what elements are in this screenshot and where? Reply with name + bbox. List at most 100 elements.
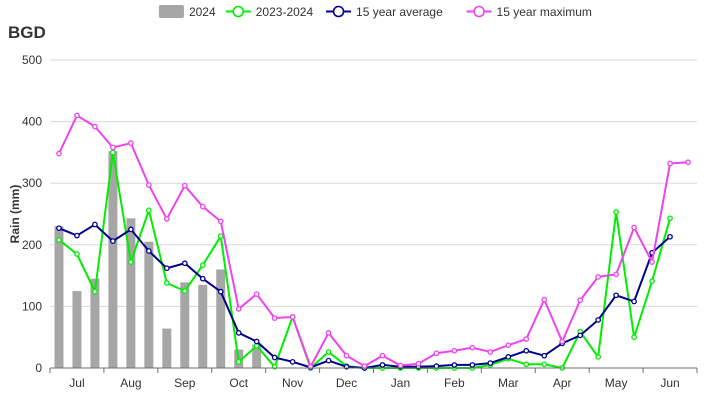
point-15-year-maximum-26	[523, 336, 530, 342]
y-axis-label: Rain (mm)	[8, 185, 22, 244]
legend-label-15-year-average: 15 year average	[356, 5, 443, 19]
bar-2024-0	[54, 226, 64, 368]
point-2023-2024-5	[145, 207, 152, 214]
point-15-year-average-30	[595, 317, 602, 323]
point-15-year-maximum-0	[56, 150, 62, 157]
point-15-year-average-13	[289, 358, 296, 365]
line-15-year-maximum	[58, 114, 689, 370]
point-2023-2024-6	[163, 280, 170, 286]
legend-item-15-year-average[interactable]: 15 year average	[326, 5, 443, 19]
bar-2024-3	[108, 151, 118, 368]
point-15-year-average-31	[613, 292, 619, 299]
x-tick-label-may: May	[605, 376, 628, 390]
bar-2024-2	[90, 278, 100, 368]
point-2023-2024-32	[631, 334, 637, 341]
point-15-year-average-29	[577, 332, 584, 339]
point-2023-2024-8	[199, 262, 206, 268]
bar-2024-1	[72, 291, 82, 368]
point-15-year-maximum-1	[74, 112, 80, 119]
point-15-year-maximum-7	[181, 182, 188, 189]
point-2023-2024-0	[56, 237, 62, 243]
point-15-year-maximum-28	[559, 338, 566, 345]
point-15-year-maximum-25	[505, 342, 512, 349]
point-15-year-maximum-10	[235, 306, 242, 312]
legend-swatch-2024	[158, 5, 184, 18]
y-axis-ticks: 0 100 200 300 400 500	[22, 53, 42, 375]
point-15-year-maximum-32	[631, 224, 637, 231]
point-2023-2024-27	[541, 361, 548, 368]
bar-2024-6	[162, 328, 172, 368]
point-15-year-maximum-3	[110, 144, 116, 151]
point-15-year-maximum-19	[397, 362, 404, 369]
point-15-year-maximum-5	[145, 182, 152, 188]
point-15-year-average-27	[541, 352, 548, 359]
point-15-year-average-18	[379, 362, 386, 368]
x-tick-label-jul: Jul	[69, 376, 84, 390]
point-15-year-maximum-9	[217, 218, 224, 225]
bar-2024-7	[180, 282, 190, 368]
point-15-year-maximum-33	[649, 259, 655, 265]
point-15-year-average-22	[451, 362, 458, 368]
y-tick-label-400: 400	[22, 115, 42, 129]
point-15-year-average-24	[487, 360, 494, 366]
point-2023-2024-33	[649, 278, 655, 284]
legend-label-15-year-maximum: 15 year maximum	[497, 5, 592, 19]
point-15-year-maximum-27	[541, 296, 548, 303]
x-tick-label-apr: Apr	[553, 376, 572, 390]
bar-2024-8	[198, 284, 208, 368]
x-tick-label-jun: Jun	[660, 376, 679, 390]
point-15-year-average-4	[128, 226, 134, 233]
point-15-year-maximum-29	[577, 297, 584, 304]
point-15-year-average-2	[92, 221, 98, 228]
point-2023-2024-7	[181, 288, 188, 294]
point-15-year-maximum-6	[163, 216, 170, 222]
point-15-year-maximum-12	[271, 315, 278, 321]
point-2023-2024-15	[325, 349, 332, 355]
point-15-year-maximum-21	[433, 350, 440, 357]
point-15-year-average-25	[505, 354, 512, 360]
point-2023-2024-30	[595, 354, 602, 360]
chart-title: BGD	[8, 23, 46, 42]
point-15-year-maximum-31	[613, 271, 619, 278]
legend-marker-15-year-maximum	[473, 5, 485, 18]
point-2023-2024-9	[217, 233, 224, 240]
point-15-year-average-23	[469, 362, 476, 368]
legend-item-15-year-maximum[interactable]: 15 year maximum	[466, 5, 592, 19]
x-tick-label-jan: Jan	[391, 376, 410, 390]
point-15-year-maximum-13	[289, 314, 296, 320]
point-15-year-maximum-2	[92, 123, 98, 130]
x-tick-label-mar: Mar	[498, 376, 519, 390]
bar-2024-5	[144, 241, 154, 368]
legend-marker-2023-2024	[232, 5, 245, 18]
point-15-year-maximum-18	[379, 352, 386, 359]
point-15-year-maximum-4	[128, 140, 134, 147]
y-tick-label-300: 300	[22, 176, 42, 190]
point-15-year-maximum-8	[199, 203, 206, 210]
point-15-year-average-10	[235, 330, 242, 336]
point-15-year-average-7	[181, 260, 188, 267]
point-15-year-maximum-20	[415, 360, 422, 367]
legend-item-2023-2024[interactable]: 2023-2024	[225, 5, 314, 19]
legend-item-2024[interactable]: 2024	[158, 5, 216, 19]
point-15-year-average-0	[56, 225, 62, 232]
x-tick-label-feb: Feb	[444, 376, 465, 390]
x-axis: Jul Aug Sep Oct Nov Dec Jan Feb Mar Apr May Jun	[49, 367, 698, 390]
y-tick-label-200: 200	[22, 238, 42, 252]
point-15-year-average-32	[631, 298, 637, 305]
point-15-year-maximum-11	[253, 291, 260, 297]
point-15-year-average-1	[74, 232, 80, 239]
point-2023-2024-2	[92, 288, 98, 295]
point-2023-2024-10	[235, 358, 242, 365]
legend[interactable]: 2024 2023-2024 15 year average 15 year maxi…	[158, 5, 592, 19]
x-tick-label-nov: Nov	[282, 376, 303, 390]
bar-2024-4	[126, 218, 136, 368]
bar-2024-9	[216, 269, 226, 368]
x-tick-label-oct: Oct	[229, 376, 248, 390]
point-15-year-maximum-35	[685, 159, 691, 166]
legend-label-2024: 2024	[189, 5, 216, 19]
point-2023-2024-3	[110, 149, 116, 156]
point-15-year-maximum-22	[451, 347, 458, 354]
legend-label-2023-2024: 2023-2024	[256, 5, 314, 19]
point-2023-2024-4	[128, 259, 134, 265]
